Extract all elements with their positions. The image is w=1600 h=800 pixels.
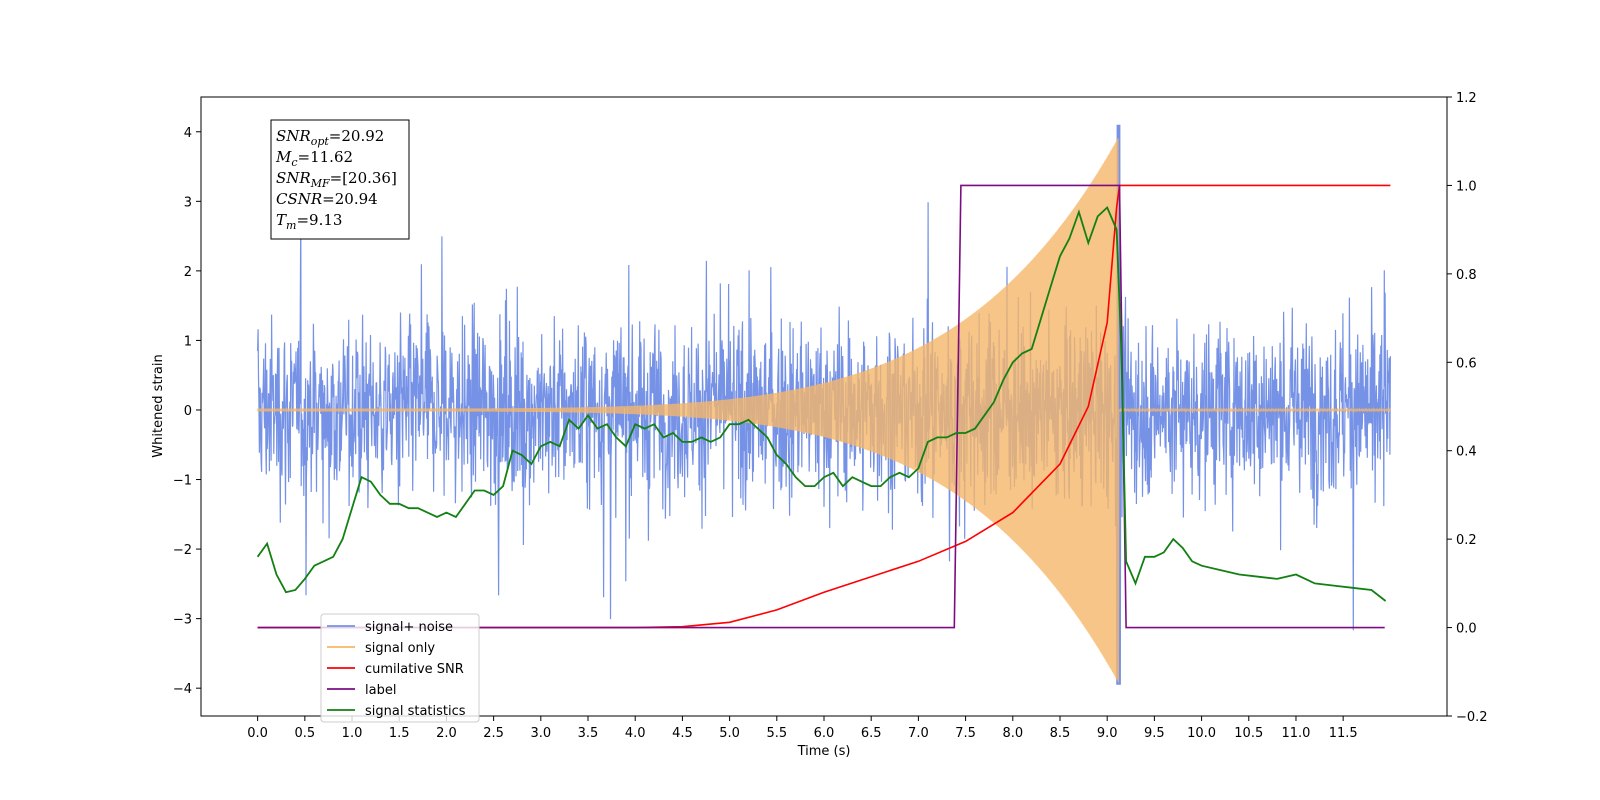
cumulative-snr-line (257, 184, 1391, 629)
signal-only-line (257, 137, 1391, 683)
series-cumulative-snr (257, 184, 1391, 629)
series-signal-noise (257, 124, 1391, 685)
x-tick-label: 11.0 (1281, 726, 1310, 741)
y-right-tick-label: 0.0 (1456, 622, 1477, 637)
x-tick-label: 3.5 (578, 726, 599, 741)
legend-label: signal+ noise (365, 620, 453, 635)
label-line (257, 184, 1385, 629)
y-axis-label: Whitened strain (151, 354, 166, 457)
y-right-tick-label: 1.0 (1456, 179, 1477, 194)
y-tick-label: −3 (173, 613, 192, 628)
y-axis-right-ticks: 1.2 1.0 0.8 0.6 0.4 0.2 0.0 −0.2 (1447, 91, 1488, 725)
x-tick-label: 11.5 (1329, 726, 1358, 741)
x-tick-label: 2.0 (436, 726, 457, 741)
series-label (257, 184, 1385, 629)
signal-statistics-line (256, 205, 1387, 602)
x-tick-label: 9.0 (1097, 726, 1118, 741)
annotation-line: CSNR=20.94 (276, 190, 378, 208)
y-right-tick-label: 0.4 (1456, 445, 1477, 460)
y-tick-label: 0 (184, 404, 192, 419)
x-tick-label: 10.0 (1187, 726, 1216, 741)
annotation-box: SNRopt=20.92Mc=11.62SNRMF=[20.36]CSNR=20… (270, 119, 410, 240)
y-tick-label: 1 (184, 334, 192, 349)
x-tick-label: 10.5 (1234, 726, 1263, 741)
legend-label: signal statistics (365, 704, 466, 719)
x-tick-label: 7.0 (908, 726, 929, 741)
x-tick-label: 8.0 (1002, 726, 1023, 741)
x-tick-label: 5.0 (719, 726, 740, 741)
y-right-tick-label: 0.8 (1456, 268, 1477, 283)
x-tick-label: 7.5 (955, 726, 976, 741)
series-signal-only (257, 137, 1391, 683)
annotation-line: SNRopt=20.92 (276, 127, 384, 148)
y-tick-label: 4 (184, 126, 192, 141)
legend-frame (320, 613, 480, 723)
y-tick-label: 2 (184, 265, 192, 280)
signal-noise-line (257, 124, 1391, 685)
x-tick-label: 6.0 (814, 726, 835, 741)
x-tick-label: 9.5 (1144, 726, 1165, 741)
y-axis-ticks: 4 3 2 1 0 −1 −2 −3 −4 (173, 126, 201, 697)
annotation-line: Mc=11.62 (275, 148, 353, 169)
legend-label: signal only (365, 641, 435, 656)
x-tick-label: 4.5 (672, 726, 693, 741)
series-signal-statistics (256, 205, 1387, 602)
x-tick-label: 8.5 (1050, 726, 1071, 741)
x-tick-label: 1.5 (389, 726, 410, 741)
y-right-tick-label: 0.2 (1456, 533, 1477, 548)
y-tick-label: −2 (173, 543, 192, 558)
legend-label: label (365, 683, 396, 698)
annotation-line: SNRMF=[20.36] (276, 169, 397, 190)
y-right-tick-label: 1.2 (1456, 91, 1477, 106)
annotation-frame (270, 119, 410, 240)
legend: signal+ noise signal only cumilative SNR la… (320, 613, 480, 723)
x-tick-label: 1.0 (342, 726, 363, 741)
annotation-line: Tm=9.13 (276, 211, 342, 232)
y-right-tick-label: 0.6 (1456, 356, 1477, 371)
y-tick-label: −1 (173, 474, 192, 489)
y-tick-label: 3 (184, 195, 192, 210)
x-tick-label: 5.5 (766, 726, 787, 741)
x-tick-label: 2.5 (483, 726, 504, 741)
x-tick-label: 6.5 (861, 726, 882, 741)
x-tick-label: 3.0 (530, 726, 551, 741)
x-tick-label: 0.5 (294, 726, 315, 741)
x-tick-label: 4.0 (625, 726, 646, 741)
y-right-tick-label: −0.2 (1456, 710, 1488, 725)
x-tick-label: 0.0 (247, 726, 268, 741)
legend-label: cumilative SNR (365, 662, 464, 677)
x-axis-ticks: 0.0 0.5 1.0 1.5 2.0 2.5 3.0 3.5 4.0 4.5 5.0 5.5 6.0 6… (247, 716, 1358, 741)
y-tick-label: −4 (173, 682, 192, 697)
x-axis-label: Time (s) (797, 744, 851, 759)
